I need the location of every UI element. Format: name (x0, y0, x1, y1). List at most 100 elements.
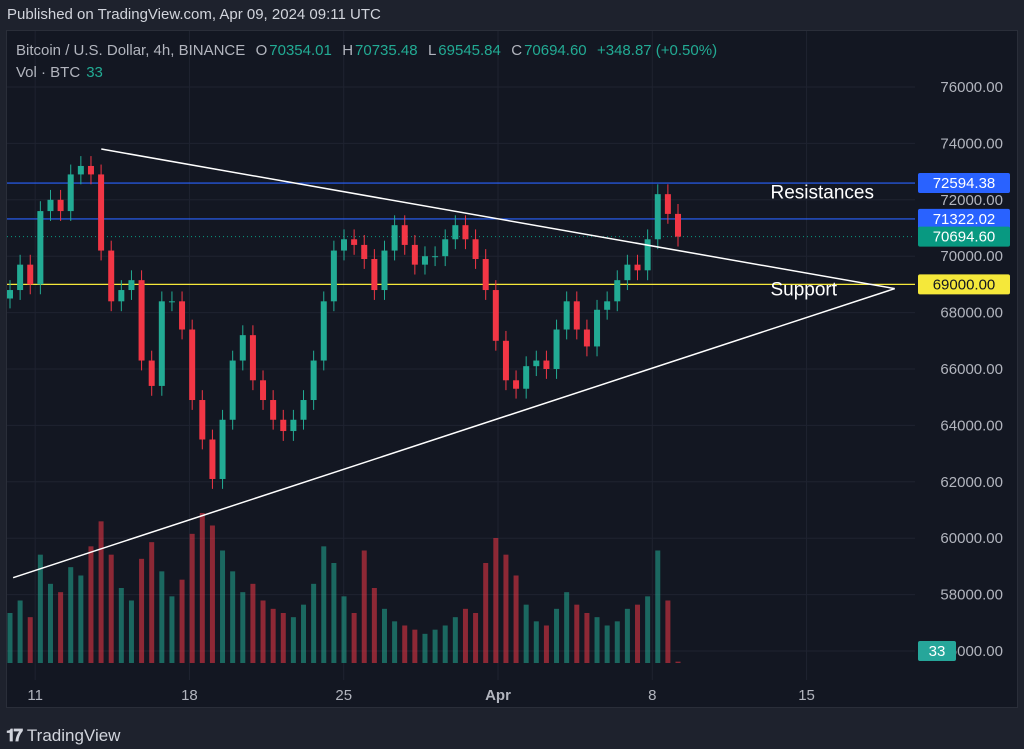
grid (7, 31, 915, 680)
brand-name: TradingView (26, 726, 121, 745)
volume-bar (7, 613, 13, 663)
open-label: O (255, 42, 268, 59)
volume-bar (230, 571, 236, 663)
volume-bar (199, 513, 205, 663)
volume-bar (422, 633, 428, 663)
candle-body (381, 250, 388, 291)
price-tick-label: 76000.00 (940, 79, 1003, 96)
price-tick-label: 74000.00 (940, 135, 1003, 152)
resistance-price-badge (918, 208, 1010, 229)
candle-body (472, 239, 479, 260)
volume-badge (918, 641, 956, 661)
volume-bar (47, 583, 53, 663)
price-badges: 72594.38 71322.02 69000.00 70694.60 33 (918, 173, 1010, 661)
resistance-price-label: 71322.02 (933, 211, 996, 228)
volume-bar (250, 583, 256, 663)
volume-bar (462, 608, 468, 663)
candle-body (148, 360, 155, 386)
candle-body (523, 366, 530, 389)
symbol-title[interactable]: Bitcoin / U.S. Dollar, 4h, BINANCE (16, 42, 246, 59)
volume-badge-label: 33 (929, 643, 946, 660)
support-price-badge (918, 274, 1010, 295)
resistance-price-badge (918, 173, 1010, 194)
volume-bar (240, 592, 246, 663)
volume-bar (483, 563, 489, 663)
time-tick-label: 25 (335, 687, 352, 704)
candle-body (179, 301, 186, 330)
volume-bar (260, 600, 266, 663)
volume-bar (321, 546, 327, 663)
candle-body (270, 400, 277, 420)
candle-body (67, 174, 74, 212)
price-tick-label: 70000.00 (940, 248, 1003, 265)
candle-body (229, 360, 236, 420)
candle-body (128, 280, 135, 291)
volume-bar (17, 600, 23, 663)
last-price-badge (918, 226, 1010, 247)
candle-body (482, 259, 489, 291)
volume-bar (301, 604, 307, 663)
candle-body (57, 199, 64, 212)
candle-body (341, 239, 347, 251)
volume-bar (665, 600, 671, 663)
candle-body (7, 290, 13, 299)
volume-bar (402, 625, 408, 663)
volume-bars (7, 513, 681, 663)
candle-body (654, 194, 661, 240)
volume-bar (543, 625, 549, 663)
volume-bar (432, 629, 438, 663)
support-price-label: 69000.00 (933, 276, 996, 293)
candle-body (513, 380, 520, 389)
volume-bar (27, 617, 33, 663)
candle-body (462, 225, 469, 240)
volume-bar (108, 554, 114, 663)
candle-body (624, 264, 631, 281)
volume-bar (98, 521, 104, 663)
candle-body (604, 301, 611, 310)
candle-body (47, 199, 54, 212)
volume-bar (604, 625, 610, 663)
candle-body (280, 419, 287, 432)
candle-body (310, 360, 317, 401)
candle-body (563, 301, 570, 330)
candle-body (573, 301, 580, 330)
candle-body (664, 194, 671, 214)
trendlines (12, 148, 895, 579)
volume-bar (311, 583, 317, 663)
candle-body (543, 360, 550, 369)
volume-bar (675, 661, 681, 663)
volume-bar (128, 600, 134, 663)
volume-label[interactable]: Vol · BTC (16, 64, 81, 81)
candle-body (644, 239, 651, 271)
volume-bar (149, 542, 155, 663)
close-label: C (511, 42, 523, 59)
annotation-label: Resistances (770, 182, 874, 203)
volume-bar (118, 588, 124, 663)
volume-bar (270, 608, 276, 663)
candle-body (199, 400, 206, 440)
candle-body (37, 211, 44, 285)
high-value: 70735.48 (355, 42, 418, 59)
candle-body (87, 165, 94, 175)
time-tick-label: 15 (798, 687, 815, 704)
time-tick-label: 18 (181, 687, 198, 704)
volume-bar (371, 588, 377, 663)
candle-body (290, 419, 297, 432)
candle-body (391, 225, 398, 251)
candle-body (300, 400, 307, 420)
volume-bar (351, 613, 357, 663)
candle-body (209, 439, 216, 479)
tradingview-logo-icon: 𝟏𝟕 (6, 726, 23, 745)
volume-bar (280, 613, 286, 663)
volume-bar (220, 550, 226, 663)
volume-bar (645, 596, 651, 663)
volume-bar (493, 538, 499, 663)
volume-bar (189, 533, 195, 663)
volume-bar (614, 621, 620, 663)
published-caption: Published on TradingView.com, Apr 09, 20… (7, 6, 381, 23)
volume-bar (361, 550, 367, 663)
candle-body (77, 165, 84, 175)
volume-bar (635, 604, 641, 663)
tradingview-logo[interactable]: 𝟏𝟕 TradingView (6, 726, 120, 746)
